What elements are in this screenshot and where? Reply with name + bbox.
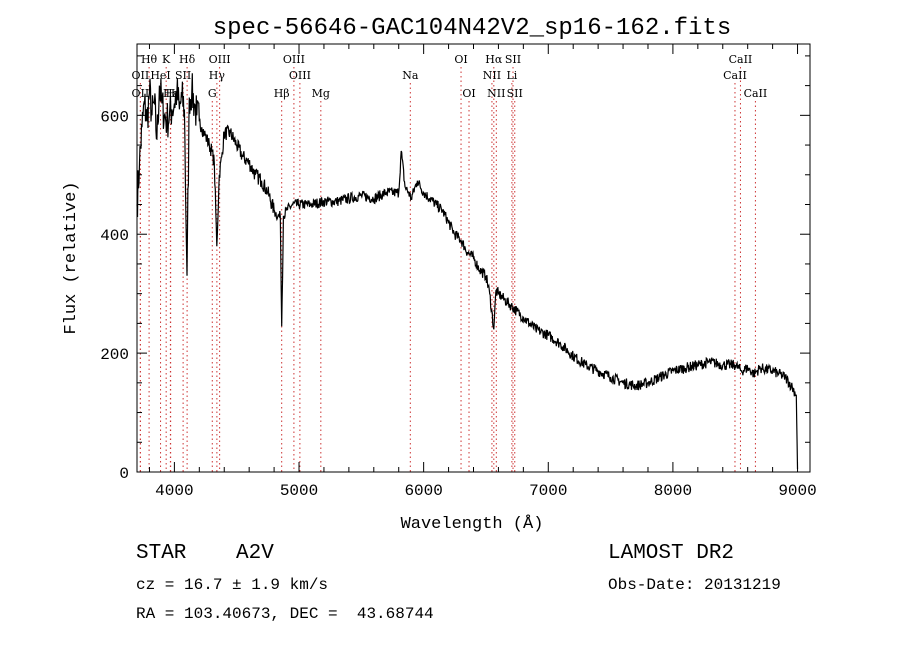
x-axis-ticks: 4000 5000 6000 7000 8000 9000 bbox=[148, 44, 817, 500]
spectral-line-label: Hε bbox=[163, 87, 179, 100]
spectral-line-markers bbox=[139, 67, 756, 472]
spectral-line-label: OII bbox=[132, 69, 150, 82]
spectral-line-label: Li bbox=[506, 69, 517, 82]
x-tick-label: 8000 bbox=[654, 482, 692, 500]
object-type: STAR bbox=[136, 542, 187, 565]
spectrum-line bbox=[136, 73, 799, 470]
x-tick-label: 4000 bbox=[155, 482, 193, 500]
spectral-line-label: Hβ bbox=[274, 87, 290, 100]
y-axis-ticks: 0 200 400 600 bbox=[100, 55, 810, 483]
coordinates: RA = 103.40673, DEC = 43.68744 bbox=[136, 605, 434, 623]
obs-date: Obs-Date: 20131219 bbox=[608, 576, 781, 594]
spectral-line-label: SII bbox=[175, 69, 191, 82]
spectral-line-label: CaII bbox=[729, 53, 753, 66]
spectral-line-label: Na bbox=[402, 69, 419, 82]
y-tick-label: 600 bbox=[100, 108, 129, 126]
spectral-line-label: OIII bbox=[289, 69, 311, 82]
spectral-line-label: Hδ bbox=[179, 53, 196, 66]
spectral-line-label: HeI bbox=[150, 69, 170, 82]
spectral-line-label: OIII bbox=[283, 53, 305, 66]
x-axis-label: Wavelength (Å) bbox=[401, 515, 544, 534]
spectral-line-label: SII bbox=[507, 87, 523, 100]
survey-name: LAMOST DR2 bbox=[608, 542, 735, 565]
x-tick-label: 6000 bbox=[404, 482, 442, 500]
spectral-line-label: CaII bbox=[723, 69, 747, 82]
chart-title: spec-56646-GAC104N42V2_sp16-162.fits bbox=[213, 15, 731, 42]
spectral-line-label: H bbox=[166, 87, 176, 100]
x-tick-label: 5000 bbox=[280, 482, 318, 500]
x-tick-label: 7000 bbox=[529, 482, 567, 500]
y-axis-label: Flux (relative) bbox=[62, 181, 81, 334]
spectral-line-label: OII bbox=[132, 87, 150, 100]
x-tick-label: 9000 bbox=[778, 482, 816, 500]
subclass: A2V bbox=[236, 542, 274, 565]
spectral-line-label: Mg bbox=[312, 87, 330, 100]
spectral-line-label: G bbox=[208, 87, 217, 100]
spectral-line-label: Hγ bbox=[209, 69, 226, 82]
spectral-line-label: Hθ bbox=[141, 53, 158, 66]
spectral-line-label: SII bbox=[505, 53, 521, 66]
spectral-line-label: K bbox=[162, 53, 171, 66]
spectral-line-label: OIII bbox=[209, 53, 231, 66]
spectral-line-label: NII bbox=[483, 69, 501, 82]
spectral-line-label: OI bbox=[462, 87, 475, 100]
velocity-readout: cz = 16.7 ± 1.9 km/s bbox=[136, 576, 329, 594]
y-tick-label: 0 bbox=[119, 465, 129, 483]
spectral-line-label: NII bbox=[487, 87, 505, 100]
y-tick-label: 400 bbox=[100, 227, 129, 245]
y-tick-label: 200 bbox=[100, 346, 129, 364]
spectral-line-label: CaII bbox=[744, 87, 768, 100]
spectral-line-label: Hα bbox=[485, 53, 503, 66]
spectral-line-label: OI bbox=[454, 53, 467, 66]
